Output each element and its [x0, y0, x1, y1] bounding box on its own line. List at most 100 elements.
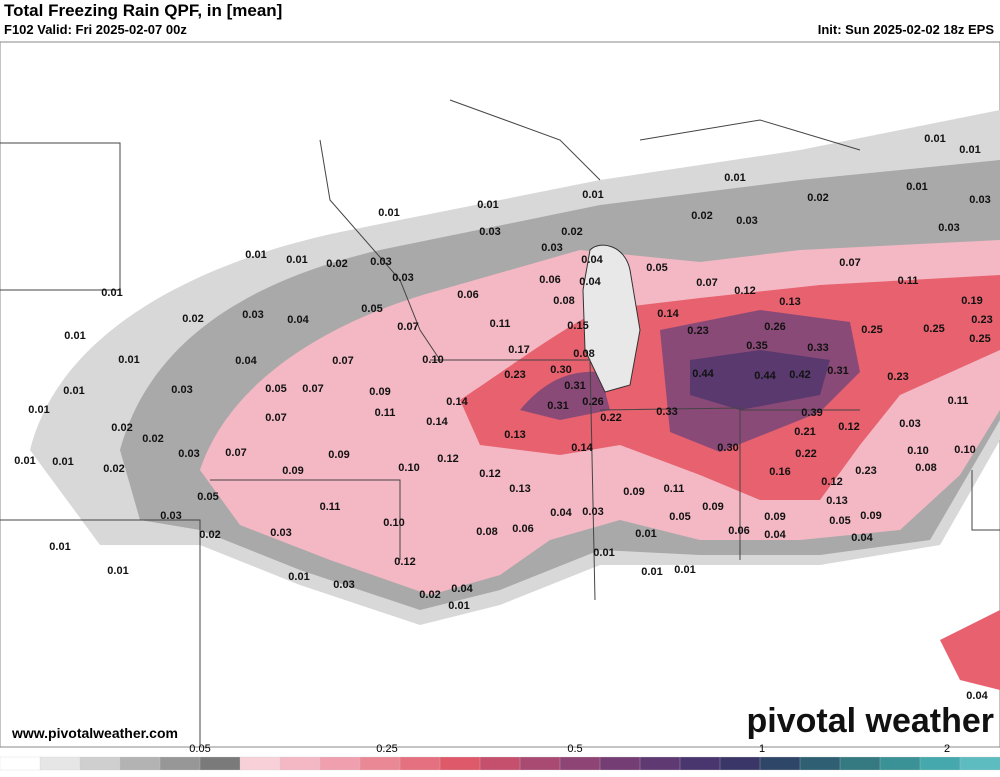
- value-label: 0.01: [593, 547, 614, 559]
- colorbar-swatch: [959, 756, 1000, 771]
- value-label: 0.01: [64, 330, 85, 342]
- colorbar-tick-label: 0.05: [189, 743, 210, 755]
- value-label: 0.01: [448, 600, 469, 612]
- value-label: 0.02: [326, 258, 347, 270]
- value-label: 0.39: [801, 407, 822, 419]
- value-label: 0.01: [245, 249, 266, 261]
- value-label: 0.02: [182, 313, 203, 325]
- value-label: 0.12: [479, 468, 500, 480]
- value-label: 0.04: [550, 507, 572, 519]
- value-label: 0.01: [906, 181, 927, 193]
- colorbar-swatch: [39, 756, 81, 771]
- colorbar-swatch: [799, 756, 841, 771]
- value-label: 0.09: [328, 449, 349, 461]
- value-label: 0.01: [674, 564, 695, 576]
- colorbar-swatch: [439, 756, 481, 771]
- value-label: 0.26: [764, 321, 785, 333]
- value-label: 0.23: [887, 371, 908, 383]
- value-label: 0.11: [320, 501, 341, 513]
- value-label: 0.02: [561, 226, 582, 238]
- value-label: 0.07: [332, 355, 353, 367]
- value-labels: 0.01 0.01 0.01 0.01 0.02 0.03 0.01 0.01 0.01 0.02…: [14, 133, 992, 702]
- value-label: 0.04: [235, 355, 257, 367]
- colorbar-swatch: [879, 756, 921, 771]
- value-label: 0.08: [573, 348, 594, 360]
- value-label: 0.14: [657, 308, 679, 320]
- colorbar-swatch: [719, 756, 761, 771]
- value-label: 0.10: [422, 354, 443, 366]
- colorbar-swatch: [519, 756, 561, 771]
- value-label: 0.01: [924, 133, 945, 145]
- value-label: 0.12: [437, 453, 458, 465]
- value-label: 0.05: [197, 491, 218, 503]
- colorbar-swatch: [239, 756, 281, 771]
- value-label: 0.12: [734, 285, 755, 297]
- value-label: 0.01: [582, 189, 603, 201]
- value-label: 0.01: [724, 172, 745, 184]
- value-label: 0.03: [370, 256, 391, 268]
- value-label: 0.44: [754, 370, 776, 382]
- borders: [0, 99, 1000, 747]
- colorbar-swatch: [119, 756, 161, 771]
- value-label: 0.07: [302, 383, 323, 395]
- value-label: 0.31: [564, 380, 585, 392]
- value-label: 0.13: [779, 296, 800, 308]
- value-label: 0.03: [899, 418, 920, 430]
- value-label: 0.01: [52, 456, 73, 468]
- colorbar-swatch: [399, 756, 441, 771]
- shade-red-se: [940, 610, 1000, 690]
- value-label: 0.07: [225, 447, 246, 459]
- value-label: 0.25: [923, 323, 944, 335]
- value-label: 0.19: [961, 295, 982, 307]
- value-label: 0.06: [728, 525, 749, 537]
- value-label: 0.14: [426, 416, 448, 428]
- value-label: 0.07: [839, 257, 860, 269]
- value-label: 0.09: [369, 386, 390, 398]
- colorbar-swatch: [319, 756, 361, 771]
- value-label: 0.12: [394, 556, 415, 568]
- value-label: 0.10: [383, 517, 404, 529]
- value-label: 0.14: [446, 396, 468, 408]
- value-label: 0.03: [392, 272, 413, 284]
- value-label: 0.03: [171, 384, 192, 396]
- value-label: 0.08: [915, 462, 936, 474]
- value-label: 0.23: [855, 465, 876, 477]
- value-label: 0.01: [641, 566, 662, 578]
- value-label: 0.13: [504, 429, 525, 441]
- value-label: 0.01: [28, 404, 49, 416]
- shade-dark-purple: [690, 350, 830, 410]
- colorbar-tick-label: 0.5: [567, 743, 582, 755]
- value-label: 0.25: [969, 333, 990, 345]
- colorbar: 0.05 0.25 0.5 1 2: [0, 743, 1000, 771]
- value-label: 0.03: [736, 215, 757, 227]
- value-label: 0.03: [938, 222, 959, 234]
- value-label: 0.08: [553, 295, 574, 307]
- value-label: 0.12: [821, 476, 842, 488]
- value-label: 0.05: [829, 515, 850, 527]
- value-label: 0.01: [101, 287, 122, 299]
- value-label: 0.04: [287, 314, 309, 326]
- value-label: 0.09: [702, 501, 723, 513]
- value-label: 0.05: [265, 383, 286, 395]
- value-label: 0.03: [270, 527, 291, 539]
- value-label: 0.01: [286, 254, 307, 266]
- value-label: 0.04: [966, 690, 988, 702]
- value-label: 0.31: [547, 400, 568, 412]
- value-label: 0.01: [14, 455, 35, 467]
- value-label: 0.07: [696, 277, 717, 289]
- state-lines: [0, 99, 1000, 747]
- value-label: 0.05: [646, 262, 667, 274]
- value-label: 0.22: [600, 412, 621, 424]
- colorbar-swatch: [159, 756, 201, 771]
- value-label: 0.01: [477, 199, 498, 211]
- value-label: 0.01: [378, 207, 399, 219]
- value-label: 0.30: [717, 442, 738, 454]
- value-label: 0.02: [691, 210, 712, 222]
- colorbar-tick-label: 1: [759, 743, 765, 755]
- valid-time: F102 Valid: Fri 2025-02-07 00z: [4, 22, 187, 37]
- value-label: 0.23: [504, 369, 525, 381]
- value-label: 0.06: [539, 274, 560, 286]
- value-label: 0.09: [282, 465, 303, 477]
- value-label: 0.09: [764, 511, 785, 523]
